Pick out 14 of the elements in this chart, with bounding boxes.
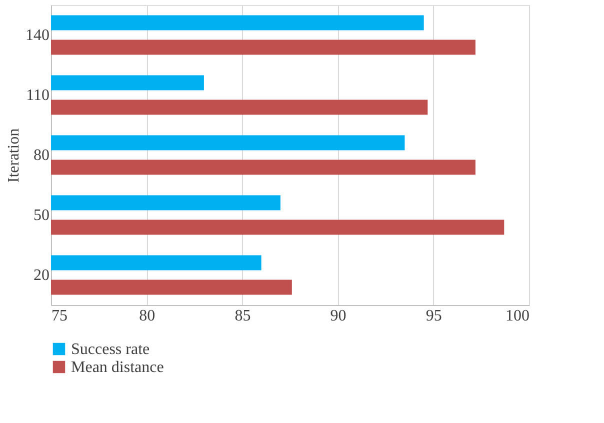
legend-label: Success rate	[71, 341, 150, 358]
y-tick-label: 80	[34, 147, 50, 164]
legend-label: Mean distance	[71, 359, 164, 376]
x-tick-label: 90	[330, 308, 346, 324]
y-axis-title: Iteration	[6, 128, 22, 183]
y-tick-label: 140	[26, 27, 50, 44]
y-tick-label: 20	[34, 267, 50, 284]
x-tick-label: 80	[139, 308, 156, 324]
y-tick-label: 110	[26, 87, 50, 104]
x-tick-label: 75	[52, 308, 68, 324]
x-tick-label: 100	[506, 308, 530, 324]
x-tick-label: 95	[426, 308, 442, 324]
x-tick-label: 85	[234, 308, 251, 324]
y-tick-label: 50	[34, 207, 50, 224]
